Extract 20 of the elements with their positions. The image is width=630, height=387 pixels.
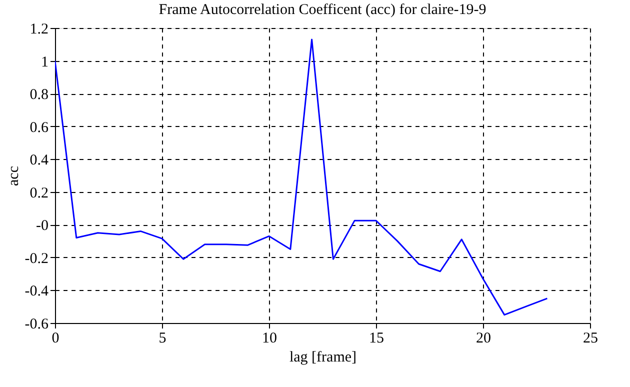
x-tick-label: 0 bbox=[52, 330, 60, 346]
chart-title: Frame Autocorrelation Coefficent (acc) for claire-19-9 bbox=[158, 2, 486, 18]
y-tick-label: 0.8 bbox=[30, 87, 48, 104]
x-tick-label: 5 bbox=[158, 330, 166, 346]
y-tick-label: -0.2 bbox=[24, 250, 48, 267]
y-tick-label: -0.4 bbox=[24, 284, 49, 300]
x-tick-label: 20 bbox=[476, 330, 491, 346]
x-axis-title: lag [frame] bbox=[289, 350, 357, 366]
y-axis-title: acc bbox=[6, 166, 22, 186]
y-tick-label: -0 bbox=[36, 218, 48, 234]
y-tick-label: 1 bbox=[41, 54, 48, 70]
y-tick-label: 0.2 bbox=[30, 185, 48, 202]
y-tick-label: -0.6 bbox=[24, 316, 49, 332]
x-tick-label: 15 bbox=[369, 330, 384, 346]
y-tick-label: 1.2 bbox=[30, 22, 48, 38]
y-tick-label: 0.4 bbox=[30, 152, 49, 169]
x-tick-label: 10 bbox=[262, 330, 277, 346]
y-tick-label: 0.6 bbox=[30, 120, 49, 136]
line-series bbox=[55, 38, 548, 316]
x-tick-label: 25 bbox=[583, 330, 598, 346]
